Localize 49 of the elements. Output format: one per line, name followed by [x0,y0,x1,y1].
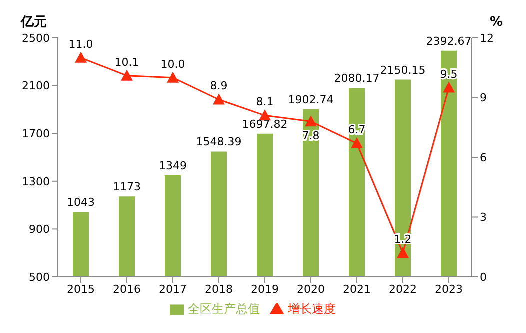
data-label: 2392.67 [426,34,472,48]
x-tick-label: 2015 [67,282,95,296]
x-tick-label: 2019 [251,282,279,296]
y2-tick-label: 12 [480,32,494,45]
x-tick-label: 2022 [389,282,417,296]
data-label: 11.0 [68,38,94,51]
data-label: 10.0 [160,58,186,71]
point [75,52,87,63]
point [213,94,225,105]
y2-tick-label: 9 [480,92,487,105]
data-label: 1697.82 [242,118,288,131]
data-label: 10.1 [114,56,140,69]
data-label: 6.7 [348,124,366,137]
point [121,70,133,81]
y2-tick-label: 6 [480,151,487,164]
data-label: 7.8 [302,130,320,143]
x-tick-label: 2021 [343,282,371,296]
y2-axis-title: % [490,15,503,30]
data-label: 8.1 [256,96,274,109]
y-tick-label: 900 [29,223,50,236]
data-label: 1902.74 [288,93,334,106]
point [443,82,455,93]
y-tick-label: 500 [29,270,50,284]
data-label: 2080.17 [334,72,380,86]
data-label: 2150.15 [380,64,426,77]
point [397,247,409,258]
data-label: 1043 [67,196,95,210]
legend-label: 增长速度 [288,302,336,316]
y-tick-label: 1700 [22,128,50,141]
legend-label: 全区生产总值 [188,302,260,316]
y-tick-label: 2100 [22,80,50,93]
data-label: 1548.39 [196,136,242,149]
y2-tick-label: 3 [480,211,487,224]
data-label: 9.5 [440,68,458,81]
y2-tick-label: 0 [480,270,487,284]
y-tick-label: 1300 [22,175,50,188]
data-label: 8.9 [210,80,228,93]
x-tick-label: 2018 [205,282,233,296]
y-axis-title: 亿元 [20,15,47,30]
x-tick-label: 2023 [435,282,463,296]
x-tick-label: 2016 [113,282,141,296]
point [351,138,363,149]
point [305,116,317,127]
data-label: 1173 [113,180,141,194]
y-tick-label: 2500 [22,32,50,45]
x-tick-label: 2017 [159,282,187,296]
x-tick-label: 2020 [297,282,325,296]
point [167,72,179,83]
data-label: 1349 [159,160,187,173]
